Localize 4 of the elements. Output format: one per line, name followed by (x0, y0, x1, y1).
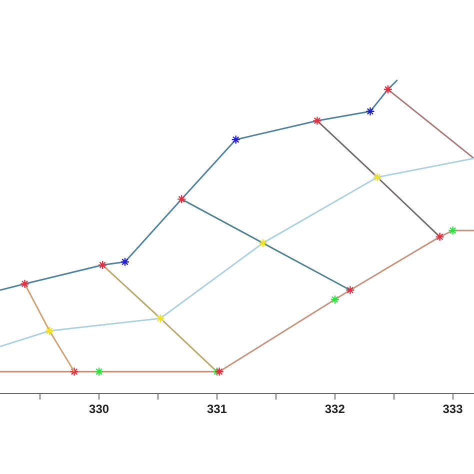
x-tick-label: 330 (89, 402, 110, 416)
x-tick-label: 331 (206, 402, 228, 416)
x-tick-label: 332 (324, 402, 346, 416)
x-tick-label: 333 (442, 402, 464, 416)
